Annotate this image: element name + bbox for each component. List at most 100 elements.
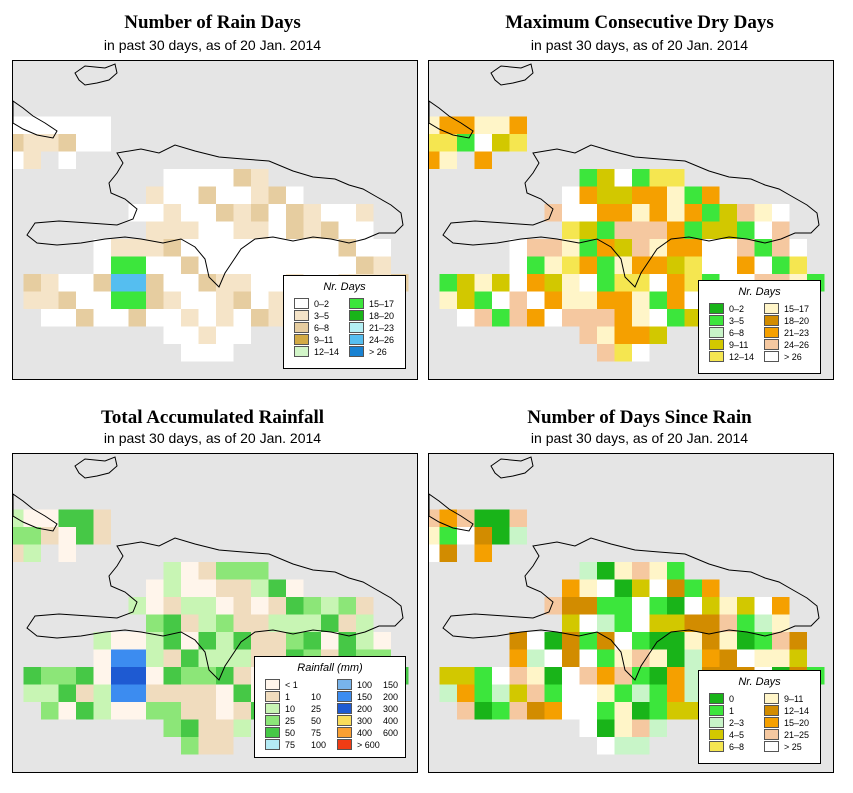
grid-cell: [527, 684, 545, 702]
grid-cell: [146, 649, 164, 667]
grid-cell: [457, 309, 475, 327]
legend-title: Nr. Days: [323, 281, 366, 293]
grid-cell: [614, 239, 632, 257]
grid-cell: [338, 204, 356, 222]
grid-cell: [579, 632, 597, 650]
legend-swatch: [294, 298, 309, 309]
legend-swatch: [294, 346, 309, 357]
island-coastline: [429, 100, 474, 139]
grid-cell: [286, 597, 304, 615]
grid-cell: [286, 186, 304, 204]
grid-cell: [562, 204, 580, 222]
legend-label: 12–14: [784, 706, 810, 716]
grid-cell: [562, 684, 580, 702]
legend-label: 6–8: [729, 742, 745, 752]
grid-cell: [702, 579, 720, 597]
grid-cell: [93, 116, 111, 134]
grid-cell: [562, 632, 580, 650]
grid-cell: [198, 579, 216, 597]
grid-cell: [789, 239, 807, 257]
grid-cell: [181, 649, 199, 667]
legend-label: 10: [285, 704, 296, 714]
grid-cell: [439, 509, 457, 527]
grid-cell: [737, 221, 755, 239]
grid-cell: [509, 667, 527, 685]
grid-cell: [579, 221, 597, 239]
grid-cell: [146, 667, 164, 685]
grid-cell: [23, 274, 41, 292]
grid-cell: [492, 702, 510, 720]
grid-cell: [614, 562, 632, 580]
grid-cell: [111, 256, 129, 274]
grid-cell: [474, 544, 492, 562]
grid-cell: [13, 116, 24, 134]
grid-cell: [268, 291, 286, 309]
grid-cell: [58, 116, 76, 134]
grid-cell: [216, 562, 234, 580]
island-coastline: [74, 63, 118, 86]
grid-cell: [251, 579, 269, 597]
grid-cell: [684, 221, 702, 239]
grid-cell: [216, 344, 234, 362]
map-grid-max-dry-days: [429, 63, 825, 362]
grid-cell: [579, 719, 597, 737]
grid-cell: [632, 684, 650, 702]
legend-swatch: [709, 729, 724, 740]
grid-cell: [216, 291, 234, 309]
legend-label: 300: [357, 716, 373, 726]
grid-cell: [754, 632, 772, 650]
grid-cell: [702, 256, 720, 274]
grid-cell: [509, 632, 527, 650]
grid-cell: [251, 562, 269, 580]
grid-cell: [702, 239, 720, 257]
grid-cell: [632, 256, 650, 274]
grid-cell: [163, 632, 181, 650]
grid-cell: [632, 702, 650, 720]
grid-cell: [474, 702, 492, 720]
grid-cell: [163, 326, 181, 344]
grid-cell: [719, 597, 737, 615]
grid-cell: [754, 649, 772, 667]
grid-cell: [111, 291, 129, 309]
grid-cell: [649, 274, 667, 292]
grid-cell: [614, 719, 632, 737]
grid-cell: [163, 204, 181, 222]
legend-swatch: [764, 327, 779, 338]
grid-cell: [544, 239, 562, 257]
grid-cell: [719, 256, 737, 274]
grid-cell: [128, 239, 146, 257]
grid-cell: [649, 579, 667, 597]
grid-cell: [597, 169, 615, 187]
grid-cell: [163, 667, 181, 685]
grid-cell: [233, 702, 251, 720]
grid-cell: [737, 614, 755, 632]
grid-cell: [632, 239, 650, 257]
grid-cell: [457, 134, 475, 152]
grid-cell: [492, 274, 510, 292]
grid-cell: [562, 291, 580, 309]
grid-cell: [321, 632, 339, 650]
grid-cell: [597, 291, 615, 309]
grid-cell: [251, 614, 269, 632]
grid-cell: [181, 204, 199, 222]
grid-cell: [76, 116, 94, 134]
grid-cell: [13, 544, 24, 562]
grid-cell: [286, 632, 304, 650]
grid-cell: [649, 684, 667, 702]
grid-cell: [198, 737, 216, 755]
grid-cell: [667, 204, 685, 222]
grid-cell: [737, 597, 755, 615]
hispaniola-coastline: [26, 144, 404, 288]
grid-cell: [216, 737, 234, 755]
grid-cell: [457, 702, 475, 720]
grid-cell: [667, 614, 685, 632]
grid-cell: [597, 309, 615, 327]
legend-swatch: [337, 679, 352, 690]
grid-cell: [614, 614, 632, 632]
legend-label-upper: 50: [311, 716, 322, 726]
grid-cell: [233, 562, 251, 580]
grid-cell: [23, 684, 41, 702]
grid-cell: [597, 719, 615, 737]
legend-swatch: [709, 303, 724, 314]
grid-cell: [597, 344, 615, 362]
